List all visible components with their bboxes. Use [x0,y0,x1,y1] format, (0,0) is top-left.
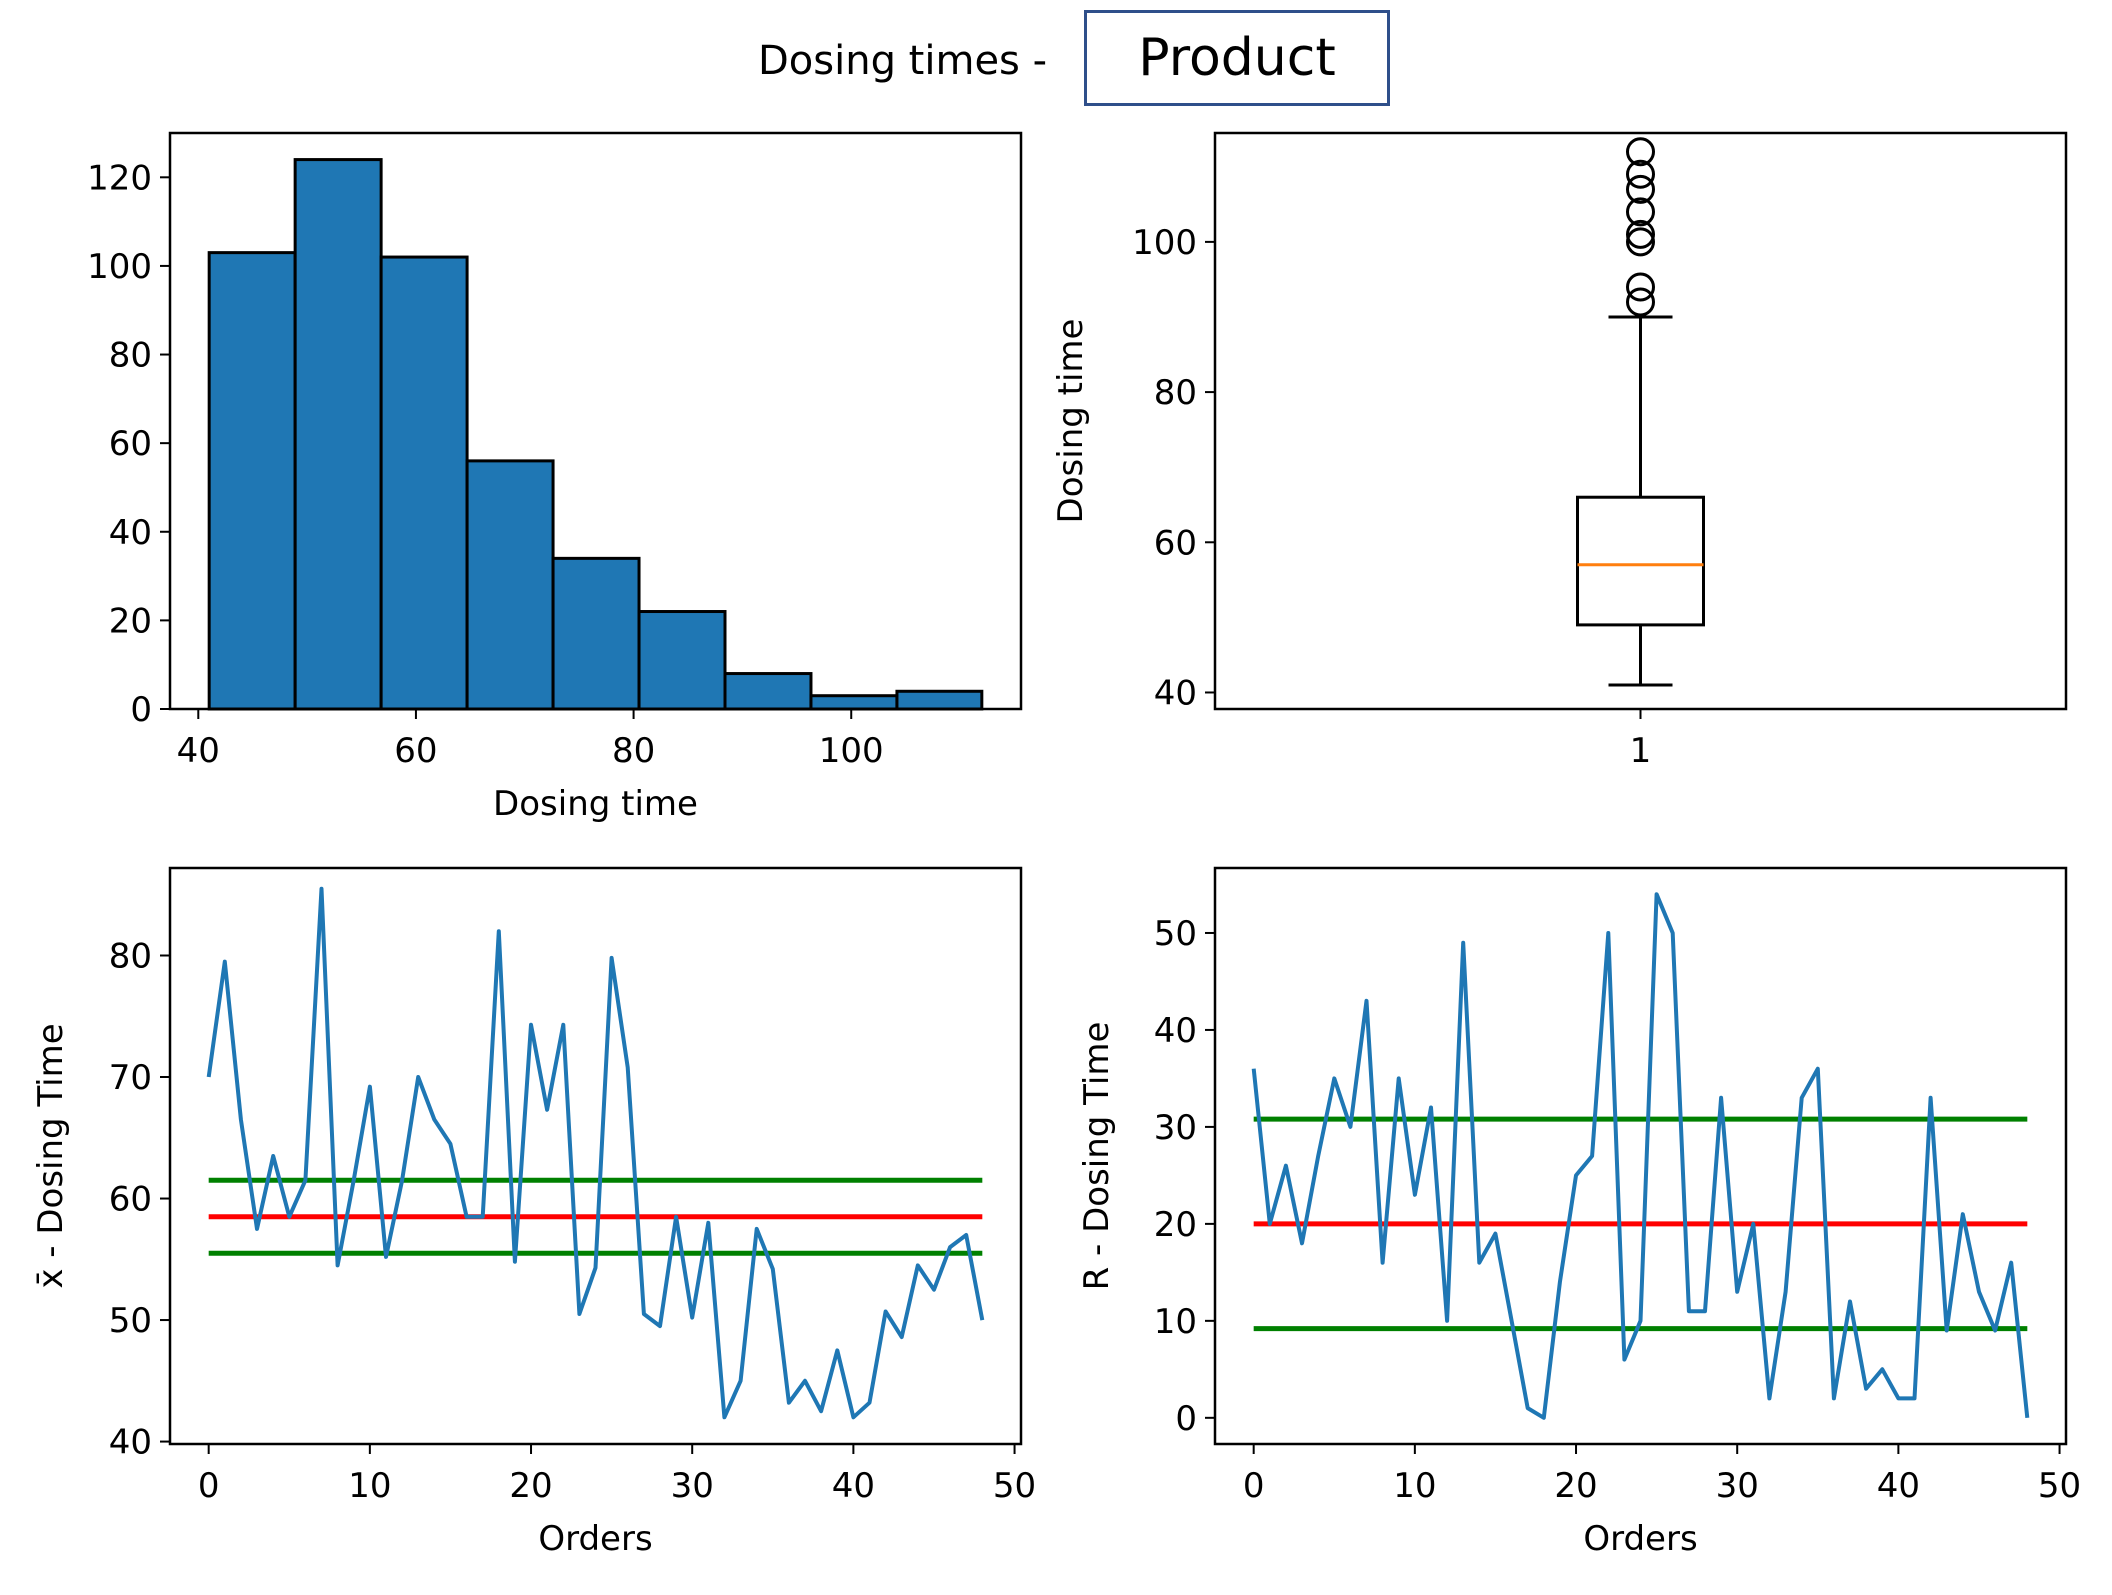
y-tick-label: 0 [1175,1399,1197,1439]
figure-header: Dosing times - Product [0,0,2112,110]
axes-frame [168,131,1023,711]
y-axis-label: x̄ - Dosing Time [31,1023,71,1288]
histogram-bar [637,610,727,711]
x-tick-label: 0 [1243,1466,1265,1506]
x-tick-label: 100 [819,731,884,771]
x-tick-label: 40 [1877,1466,1920,1506]
histogram-bar [895,689,984,711]
data-series-line [1251,892,2030,1420]
figure-title-prefix: Dosing times - [758,38,1048,84]
x-tick-label: 20 [509,1466,552,1506]
boxplot-outlier [1626,174,1655,204]
histogram-bar [207,251,297,711]
product-selector-value: Product [1138,28,1336,88]
boxplot-outlier [1626,137,1655,167]
y-tick-label: 120 [87,158,152,198]
boxplot-box [1576,495,1705,627]
x-tick-label: 10 [348,1466,391,1506]
histogram-bar [465,459,555,711]
y-tick-label: 60 [109,424,152,464]
range-chart-panel: 0 10 20 30 40 50 0 10 20 30 40 50 Orders R - Dosing T… [1077,866,2081,1559]
x-axis-label: Orders [1583,1519,1697,1559]
histogram-bar [293,158,383,711]
boxplot-outlier [1626,287,1655,317]
y-tick-label: 20 [109,601,152,641]
y-tick-label: 0 [130,690,152,730]
y-tick-label: 100 [1132,223,1197,263]
x-tick-label: 0 [198,1466,220,1506]
x-tick-label: 20 [1554,1466,1597,1506]
histogram-bar [379,255,469,711]
xbar-chart-panel: 40 50 60 70 80 0 10 20 30 40 50 Orders x̄ - Dosing T… [31,866,1036,1559]
histogram-bar [809,694,899,711]
y-tick-label: 80 [109,936,152,976]
y-tick-label: 40 [1154,1011,1197,1051]
x-tick-label: 30 [1716,1466,1759,1506]
y-tick-label: 80 [1154,373,1197,413]
y-tick-label: 100 [87,247,152,287]
x-tick-label: 10 [1393,1466,1436,1506]
x-axis-label: Dosing time [493,784,698,824]
y-tick-label: 40 [1154,673,1197,713]
y-tick-label: 40 [109,513,152,553]
y-tick-label: 20 [1154,1205,1197,1245]
y-tick-label: 80 [109,336,152,376]
y-tick-label: 10 [1154,1302,1197,1342]
boxplot-outlier [1626,272,1655,302]
y-tick-label: 40 [109,1423,152,1463]
y-tick-label: 60 [109,1180,152,1220]
y-axis-label: Dosing time [1051,319,1091,524]
y-tick-label: 50 [1154,914,1197,954]
histogram-bar [723,672,813,711]
axes-frame [1213,866,2068,1446]
x-tick-label: 30 [671,1466,714,1506]
y-tick-label: 50 [109,1301,152,1341]
y-tick-label: 60 [1154,523,1197,563]
axes-frame [168,866,1023,1446]
x-axis-label: Orders [538,1519,652,1559]
y-tick-label: 30 [1154,1108,1197,1148]
x-tick-label: 40 [177,731,220,771]
boxplot-outlier [1626,219,1655,249]
y-axis-label: R - Dosing Time [1077,1022,1117,1291]
boxplot-outlier [1626,159,1655,189]
histogram-bar [551,556,641,711]
x-tick-label: 50 [2038,1466,2081,1506]
boxplot-outlier [1626,197,1655,227]
histogram-panel: 0 20 40 60 80 100 120 40 60 80 100 Dosing time [87,131,1023,824]
y-tick-label: 70 [109,1058,152,1098]
data-series-line [206,886,985,1420]
boxplot-panel: 40 60 80 100 1 Dosing time [1051,131,2068,771]
x-tick-label: 40 [832,1466,875,1506]
x-tick-label: 60 [394,731,437,771]
x-tick-label: 1 [1630,731,1652,771]
boxplot-outlier [1626,227,1655,257]
x-tick-label: 80 [612,731,655,771]
product-selector-field[interactable]: Product [1084,10,1390,106]
x-tick-label: 50 [993,1466,1036,1506]
